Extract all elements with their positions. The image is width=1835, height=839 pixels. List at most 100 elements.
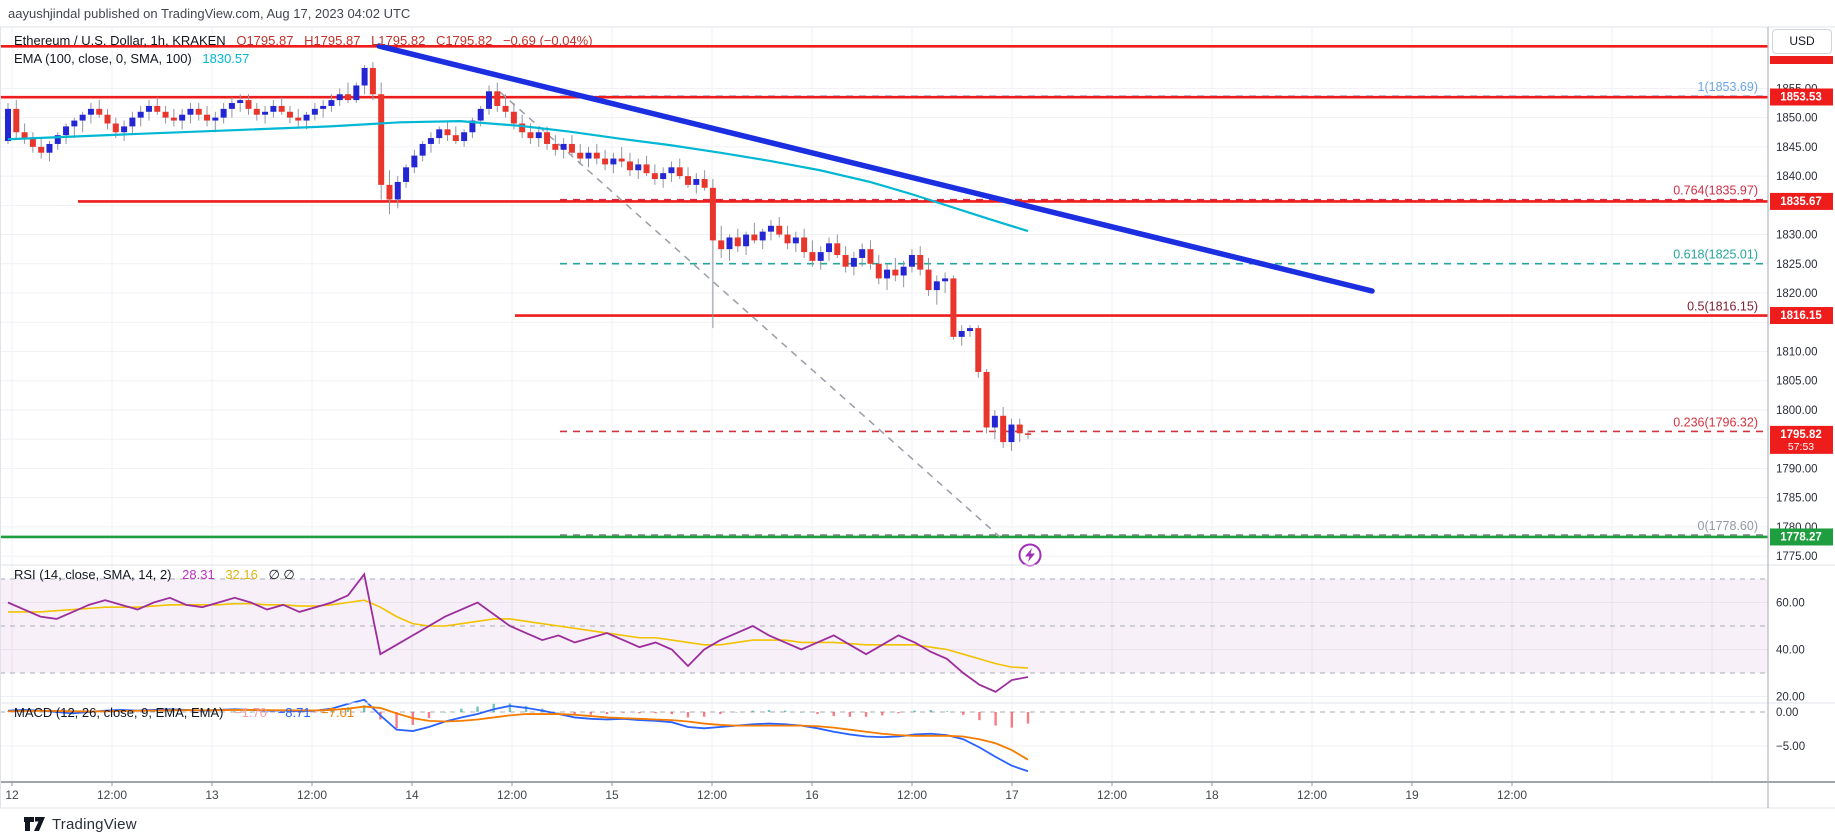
- candle: [452, 135, 459, 142]
- rsi-sma-value: 32.16: [225, 567, 258, 582]
- svg-text:1825.00: 1825.00: [1776, 259, 1818, 271]
- ema-line[interactable]: [7, 120, 1029, 233]
- macd-title: MACD (12, 26, close, 9, EMA, EMA): [14, 705, 224, 720]
- candle: [552, 143, 559, 150]
- fib-labels: 1(1853.69) 0.764(1835.97) 0.618(1825.01) 0.…: [1673, 80, 1758, 533]
- svg-text:1775.00: 1775.00: [1776, 551, 1818, 563]
- rsi-legend[interactable]: RSI (14, close, SMA, 14, 2) 28.31 32.16 …: [14, 567, 295, 583]
- price-badge: [1770, 307, 1833, 325]
- candle: [859, 249, 866, 258]
- candle: [685, 176, 692, 185]
- candle: [726, 237, 733, 250]
- candle: [71, 120, 78, 127]
- candle: [709, 187, 716, 241]
- candle: [87, 108, 94, 115]
- candle: [245, 100, 252, 109]
- symbol-title: Ethereum / U.S. Dollar, 1h, KRAKEN: [14, 33, 226, 48]
- candle: [303, 114, 310, 121]
- candle: [975, 328, 982, 372]
- candle: [991, 415, 998, 428]
- candle: [378, 94, 385, 185]
- svg-text:1835.67: 1835.67: [1780, 196, 1822, 208]
- candle: [767, 225, 774, 232]
- svg-text:18: 18: [1205, 788, 1219, 802]
- svg-text:15: 15: [605, 788, 619, 802]
- candle: [743, 234, 750, 247]
- fib-retracement-lines[interactable]: [560, 95, 1768, 536]
- tradingview-mark-icon: [24, 817, 45, 831]
- candle: [933, 281, 940, 291]
- candle: [328, 100, 335, 106]
- ohlc-open: O1795.87: [236, 33, 294, 48]
- tradingview-logo[interactable]: TradingView: [24, 812, 137, 836]
- candle: [1016, 424, 1023, 434]
- symbol-legend[interactable]: Ethereum / U.S. Dollar, 1h, KRAKEN O1795…: [14, 33, 593, 48]
- currency-toggle-button[interactable]: USD: [1772, 29, 1832, 54]
- ohlc-low: L1795.82: [371, 33, 426, 48]
- candle: [510, 111, 517, 124]
- candle: [154, 105, 161, 112]
- candlesticks[interactable]: [5, 62, 1032, 451]
- candle: [485, 91, 492, 109]
- candle: [776, 225, 783, 235]
- candle: [220, 108, 227, 118]
- rsi-lines[interactable]: [7, 572, 1029, 693]
- candle: [353, 85, 360, 101]
- svg-text:60.00: 60.00: [1776, 598, 1805, 610]
- candle: [942, 278, 949, 282]
- candle: [643, 164, 650, 174]
- candle: [875, 263, 882, 279]
- candle: [602, 158, 609, 165]
- candle: [129, 117, 136, 127]
- macd-legend[interactable]: MACD (12, 26, close, 9, EMA, EMA) −1.70 …: [14, 705, 354, 720]
- price-axis[interactable]: 1855.001850.001845.001840.001830.001825.…: [1776, 83, 1818, 753]
- svg-text:1830.00: 1830.00: [1776, 230, 1818, 242]
- candle: [577, 152, 584, 159]
- candle: [651, 173, 658, 180]
- svg-text:0.764(1835.97): 0.764(1835.97): [1673, 184, 1758, 198]
- ohlc-high: H1795.87: [304, 33, 361, 48]
- candle: [295, 117, 302, 121]
- svg-text:−5.00: −5.00: [1776, 741, 1805, 753]
- candle: [320, 105, 327, 109]
- tradingview-brand: TradingView: [52, 815, 137, 833]
- time-axis[interactable]: 12 12:00 13 12:00 14 12:00 15 12:00 16 12:00 17 12:…: [5, 782, 1527, 802]
- candle: [925, 269, 932, 291]
- svg-text:1778.27: 1778.27: [1780, 531, 1822, 543]
- candle: [660, 173, 667, 180]
- support-resistance-lines[interactable]: [0, 45, 1768, 539]
- candle: [104, 114, 111, 124]
- candle: [527, 132, 534, 139]
- svg-text:1805.00: 1805.00: [1776, 376, 1818, 388]
- candle: [950, 278, 957, 337]
- candle: [718, 240, 725, 250]
- svg-text:1816.15: 1816.15: [1780, 310, 1822, 322]
- lightning-idea-icon[interactable]: [1018, 543, 1042, 567]
- candle: [477, 108, 484, 121]
- price-badge: [1770, 425, 1833, 454]
- candle: [444, 129, 451, 136]
- svg-text:1840.00: 1840.00: [1776, 171, 1818, 183]
- svg-text:12:00: 12:00: [497, 788, 527, 802]
- macd-value: −8.71: [277, 705, 311, 720]
- candle: [1000, 415, 1007, 443]
- trend-line[interactable]: [376, 43, 1375, 294]
- candle: [1008, 424, 1015, 443]
- candle: [369, 67, 376, 95]
- candle: [361, 67, 368, 86]
- macd-plot[interactable]: [6, 698, 1030, 773]
- svg-text:0.236(1796.32): 0.236(1796.32): [1673, 415, 1758, 429]
- candle: [137, 111, 144, 118]
- svg-text:12:00: 12:00: [297, 788, 327, 802]
- candle: [917, 255, 924, 270]
- candle: [286, 111, 293, 118]
- candle: [228, 103, 235, 109]
- svg-text:13: 13: [205, 788, 219, 802]
- ema-legend[interactable]: EMA (100, close, 0, SMA, 100) 1830.57: [14, 51, 249, 66]
- svg-text:12: 12: [5, 788, 19, 802]
- candle: [519, 123, 526, 133]
- rsi-value: 28.31: [182, 567, 215, 582]
- svg-text:0.618(1825.01): 0.618(1825.01): [1673, 248, 1758, 262]
